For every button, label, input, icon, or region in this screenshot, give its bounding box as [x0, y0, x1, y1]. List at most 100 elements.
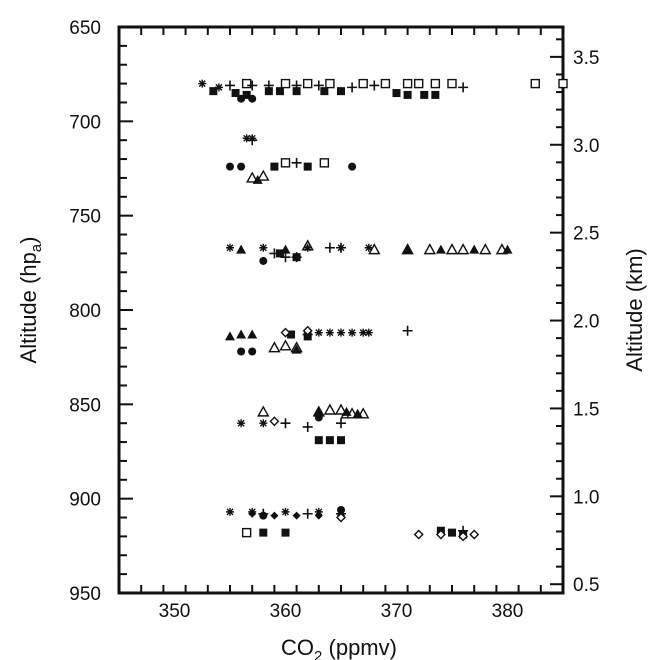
data-point-filled-triangle [236, 244, 247, 254]
data-point-plus [402, 325, 413, 336]
data-point-filled-triangle [435, 244, 446, 254]
data-points [198, 78, 568, 542]
data-point-star [348, 328, 357, 337]
data-point-square [380, 78, 391, 89]
x-tick-label: 360 [270, 601, 302, 622]
data-point-filled-triangle [280, 244, 291, 254]
data-point-filled-diamond [270, 511, 279, 520]
data-point-triangle [268, 341, 281, 353]
data-point-triangle [279, 339, 292, 351]
data-point-plus [280, 418, 291, 429]
data-point-square [358, 78, 368, 89]
data-point-filled-square [403, 90, 412, 99]
data-point-plus [291, 157, 302, 168]
data-point-plus [302, 421, 313, 432]
data-point-filled-circle [259, 511, 268, 520]
data-point-star [237, 419, 246, 428]
x-tick-label: 350 [159, 601, 191, 622]
data-point-plus [458, 82, 469, 93]
data-point-triangle [246, 171, 259, 183]
data-point-triangle [323, 403, 337, 415]
data-point-square [414, 78, 424, 89]
axis-ticks [118, 26, 564, 594]
data-point-filled-triangle [236, 329, 247, 339]
y-tick-label-left: 850 [69, 395, 101, 416]
data-point-filled-circle [237, 94, 246, 103]
data-point-plus [302, 508, 313, 519]
data-point-filled-triangle [352, 408, 363, 418]
data-point-square [325, 78, 335, 89]
data-point-filled-square [337, 87, 345, 96]
data-point-diamond [302, 325, 313, 336]
data-point-star [214, 83, 223, 92]
data-point-square [558, 78, 568, 89]
data-point-filled-square [264, 87, 273, 96]
data-point-diamond [280, 327, 291, 338]
data-point-filled-circle [237, 162, 246, 171]
data-point-filled-triangle [313, 406, 324, 416]
data-point-star [242, 134, 251, 143]
data-point-star [248, 134, 257, 143]
y-tick-label-left: 950 [69, 584, 101, 605]
data-point-filled-square [231, 89, 240, 98]
data-point-plus [347, 82, 358, 93]
data-point-triangle [257, 169, 270, 181]
data-point-plus [291, 252, 302, 263]
data-point-filled-circle [337, 505, 345, 514]
data-point-filled-triangle [291, 344, 302, 354]
data-point-filled-square [287, 330, 296, 339]
data-point-filled-square [303, 162, 312, 171]
y-tick-label-right: 2.0 [573, 312, 599, 333]
y-tick-label-right: 1.5 [573, 399, 599, 420]
data-point-triangle [334, 403, 348, 415]
data-point-plus [336, 418, 346, 429]
y-tick-label-left: 700 [69, 112, 101, 133]
data-point-square [402, 78, 413, 89]
data-point-plus [369, 80, 380, 91]
data-point-filled-square [448, 528, 456, 537]
data-point-filled-triangle [247, 329, 258, 339]
data-point-plus [291, 80, 302, 91]
data-point-filled-square [431, 90, 440, 99]
data-point-plus [313, 80, 324, 91]
data-point-filled-square [281, 528, 290, 537]
data-point-plus [269, 248, 280, 259]
y-tick-label-right: 3.0 [573, 136, 599, 157]
data-point-plus [263, 80, 274, 91]
data-point-diamond [336, 512, 346, 523]
data-point-filled-square [392, 89, 401, 98]
data-point-triangle [445, 243, 459, 255]
data-point-filled-circle [248, 94, 257, 103]
data-point-star [364, 243, 373, 252]
data-point-filled-square [420, 90, 429, 99]
x-axis-title: CO2 (ppmv) [281, 635, 397, 660]
y-tick-label-right: 3.5 [573, 48, 599, 69]
data-point-filled-square [314, 436, 323, 445]
data-point-filled-square [320, 87, 329, 96]
x-tick-label: 380 [492, 601, 524, 622]
data-point-square [319, 158, 330, 168]
data-point-filled-diamond [314, 511, 323, 520]
y-axis-title-right: Altitude (km) [622, 248, 647, 371]
y-tick-label-left: 750 [69, 207, 101, 228]
data-point-filled-square [325, 436, 334, 445]
data-point-diamond [269, 416, 280, 427]
x-tick-label: 370 [381, 601, 413, 622]
data-point-filled-triangle [341, 406, 352, 416]
data-point-filled-square [275, 249, 284, 258]
data-point-square [447, 78, 457, 89]
data-point-star [198, 79, 207, 88]
data-point-diamond [458, 531, 469, 542]
data-point-square [241, 78, 252, 89]
data-point-filled-triangle [469, 244, 480, 254]
data-point-star [337, 328, 345, 337]
data-point-filled-square [242, 90, 251, 99]
data-point-triangle [479, 243, 492, 255]
data-point-star [259, 243, 268, 252]
data-point-triangle [456, 243, 470, 255]
axis-tick-labels: 350 360 370 380 650 700 750 800 850 900 950 0.5 1.0 1… [69, 18, 599, 622]
data-point-square [530, 78, 540, 89]
data-point-triangle [368, 243, 381, 255]
y-axis-title-left: Altitude (hpa) [16, 237, 45, 364]
